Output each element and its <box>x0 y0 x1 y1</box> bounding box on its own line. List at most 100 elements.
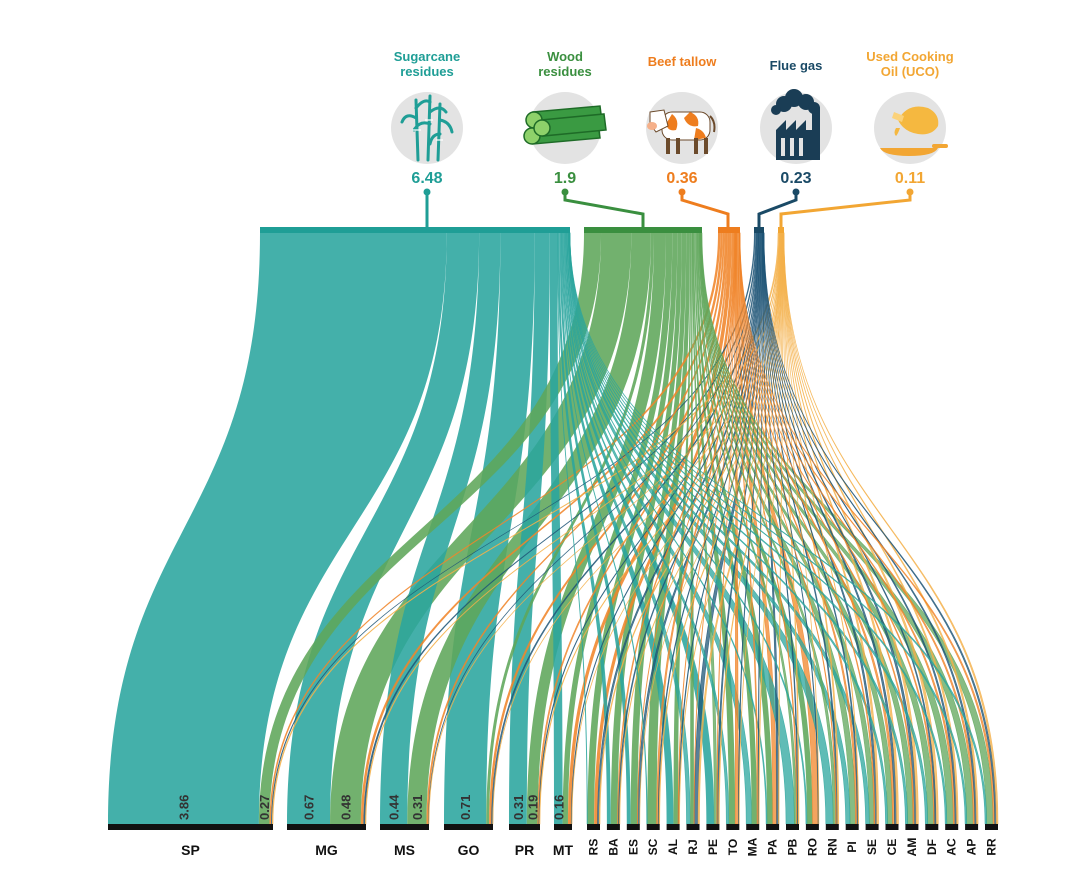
flow-wood-ma <box>694 233 758 824</box>
state-bar-rj <box>686 824 700 830</box>
wood-connector <box>563 192 645 230</box>
state-bar-to <box>726 824 740 830</box>
flow-wood-ro <box>697 233 813 824</box>
wood-source-bar <box>584 227 702 233</box>
state-bar-pe <box>706 824 720 830</box>
flow-tallow-mt <box>567 233 732 824</box>
uco-connector <box>779 192 912 230</box>
flow-wood-pr <box>526 233 666 824</box>
flow-sugarcane-pe <box>564 233 715 824</box>
flow-tallow-rs <box>594 233 735 824</box>
state-label-rn: RN <box>825 838 839 855</box>
flow-value-label: 0.71 <box>458 795 473 820</box>
flow-flue-sp <box>271 233 756 824</box>
state-label-ac: AC <box>945 838 959 856</box>
state-label-al: AL <box>666 839 680 855</box>
flow-sugarcane-ba <box>557 233 611 824</box>
state-label-mt: MT <box>553 842 574 858</box>
flow-sugarcane-al <box>561 233 674 824</box>
flue-source-bar <box>754 227 764 233</box>
state-label-pi: PI <box>845 841 859 852</box>
state-bar-sc <box>646 824 660 830</box>
uco-title-line: Used Cooking <box>866 49 953 64</box>
state-label-ro: RO <box>805 838 819 856</box>
state-bar-ce <box>885 824 899 830</box>
cow-icon <box>646 92 718 164</box>
state-label-mg: MG <box>315 842 338 858</box>
sugarcane-connector-dot <box>423 188 431 196</box>
factory-icon <box>760 89 832 164</box>
flue-total-label: 0.23 <box>780 170 811 187</box>
state-bar-pr <box>509 824 540 830</box>
flow-value-label: 0.44 <box>387 794 402 820</box>
state-label-pb: PB <box>786 838 800 855</box>
flow-wood-rj <box>690 233 694 824</box>
tallow-title-line: Beef tallow <box>648 54 718 69</box>
state-label-rj: RJ <box>686 839 700 854</box>
sugarcane-source-bar <box>260 227 570 233</box>
flow-sugarcane-es <box>559 233 631 824</box>
flow-uco-ap <box>783 232 979 825</box>
state-bar-pb <box>786 824 799 830</box>
flow-wood-pa <box>695 233 773 824</box>
state-bar-mg <box>287 824 366 830</box>
state-bar-es <box>626 824 640 830</box>
state-label-df: DF <box>925 839 939 855</box>
wood-title-line: Wood <box>547 49 583 64</box>
tallow-source-bar <box>718 227 740 233</box>
sugarcane-icon <box>391 92 463 164</box>
flow-value-label: 0.31 <box>511 795 526 820</box>
flow-value-label: 0.31 <box>410 795 425 820</box>
state-label-rs: RS <box>587 839 601 856</box>
state-bar-ms <box>380 824 429 830</box>
state-label-es: ES <box>626 839 640 855</box>
flow-tallow-go <box>489 233 727 824</box>
flow-value-label: 0.48 <box>338 795 353 820</box>
state-label-pe: PE <box>706 839 720 855</box>
tallow-connector-dot <box>678 188 686 196</box>
wood-logs-icon <box>523 92 607 164</box>
flue-title-line: Flue gas <box>770 58 823 73</box>
state-bar-ma <box>746 824 760 830</box>
wood-connector-dot <box>561 188 569 196</box>
state-bar-ro <box>805 824 819 830</box>
state-label-am: AM <box>905 838 919 857</box>
state-bar-go <box>444 824 493 830</box>
uco-total-label: 0.11 <box>895 170 925 187</box>
flow-wood-go <box>486 233 655 824</box>
state-label-ap: AP <box>965 839 979 856</box>
state-bar-rn <box>825 824 839 830</box>
sugarcane-total-label: 6.48 <box>411 170 442 187</box>
state-label-ms: MS <box>394 842 415 858</box>
state-bar-se <box>865 824 879 830</box>
wood-total-label: 1.9 <box>554 170 576 187</box>
state-label-to: TO <box>726 839 740 855</box>
oil-pan-icon <box>874 92 948 164</box>
state-bar-pa <box>766 824 780 830</box>
flow-flue-mg <box>363 233 757 824</box>
state-bar-ac <box>945 824 959 830</box>
state-label-rr: RR <box>985 838 999 856</box>
sugarcane-title-line: residues <box>400 64 453 79</box>
flow-sugarcane-mg <box>287 233 480 824</box>
state-label-se: SE <box>865 839 879 855</box>
state-label-sc: SC <box>646 838 660 855</box>
state-bar-mt <box>554 824 572 830</box>
state-label-ba: BA <box>606 838 620 856</box>
sugarcane-title-line: Sugarcane <box>394 49 460 64</box>
state-bar-rr <box>985 824 998 830</box>
flue-connector <box>757 192 798 230</box>
state-bar-rs <box>587 824 600 830</box>
flow-tallow-mg <box>360 233 723 824</box>
uco-source-bar <box>778 227 784 233</box>
flow-value-label: 0.19 <box>525 795 540 820</box>
state-label-ma: MA <box>746 837 760 856</box>
flue-connector-dot <box>792 188 800 196</box>
flow-wood-sp <box>258 233 602 824</box>
flow-wood-mg <box>330 233 632 824</box>
state-bar-al <box>666 824 680 830</box>
state-label-pa: PA <box>766 839 780 855</box>
state-label-sp: SP <box>181 842 200 858</box>
flow-sugarcane-sp <box>108 233 447 824</box>
